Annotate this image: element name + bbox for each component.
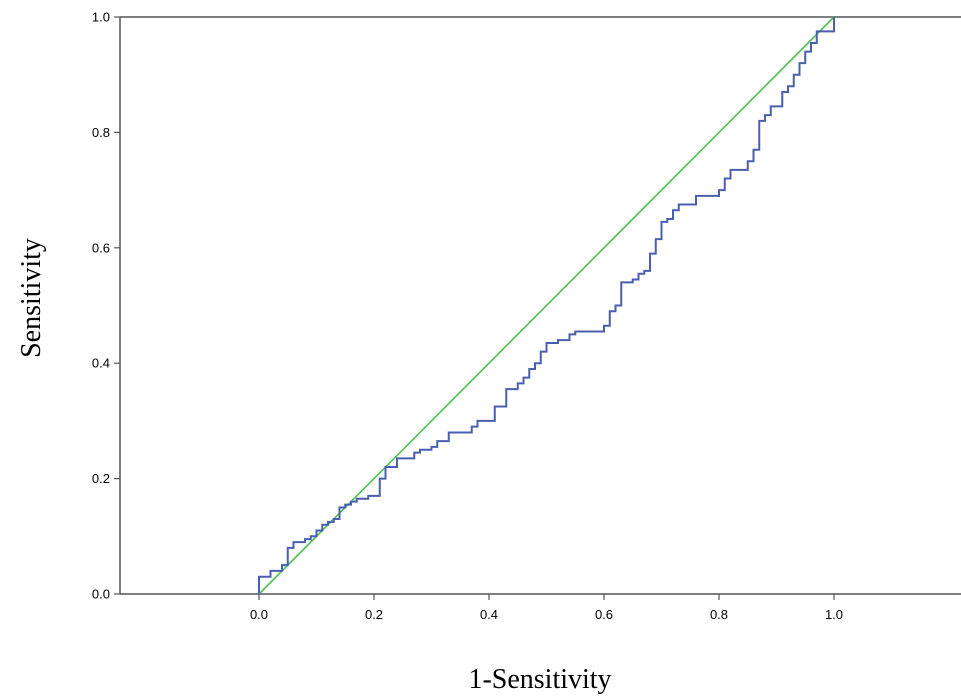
x-axis-ticks: 0.0 0.2 0.4 0.6 0.8 1.0 bbox=[250, 594, 843, 622]
roc-curve-line bbox=[258, 17, 835, 594]
x-axis-title: 1-Sensitivity bbox=[468, 664, 611, 695]
reference-diagonal-line bbox=[258, 16, 835, 595]
y-tick-label: 0.0 bbox=[92, 587, 110, 602]
x-tick-label: 0.2 bbox=[365, 607, 383, 622]
y-tick-label: 0.4 bbox=[92, 356, 110, 371]
x-tick-label: 0.6 bbox=[595, 607, 613, 622]
y-tick-label: 0.8 bbox=[92, 125, 110, 140]
x-tick-label: 0.4 bbox=[480, 607, 498, 622]
x-tick-label: 1.0 bbox=[825, 607, 843, 622]
series-layer bbox=[258, 16, 835, 595]
y-axis-ticks: 0.0 0.2 0.4 0.6 0.8 1.0 bbox=[92, 10, 120, 602]
plot-frame bbox=[119, 16, 961, 595]
y-axis-title: Sensitivity bbox=[16, 238, 47, 358]
y-tick-label: 1.0 bbox=[92, 10, 110, 25]
y-tick-label: 0.2 bbox=[92, 471, 110, 486]
y-tick-label: 0.6 bbox=[92, 240, 110, 255]
x-tick-label: 0.0 bbox=[250, 607, 268, 622]
x-tick-label: 0.8 bbox=[710, 607, 728, 622]
